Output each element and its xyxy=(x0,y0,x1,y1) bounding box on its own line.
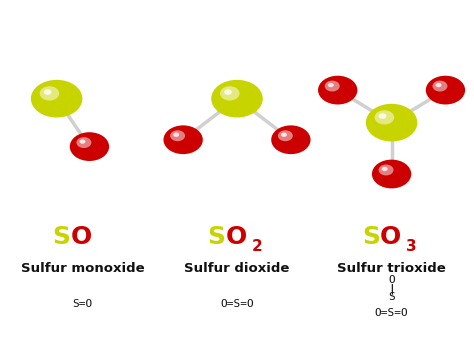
Text: Sulfur monoxide: Sulfur monoxide xyxy=(20,262,144,275)
Circle shape xyxy=(372,160,411,188)
Circle shape xyxy=(374,110,394,125)
Text: 2: 2 xyxy=(251,239,262,254)
Text: S: S xyxy=(207,225,225,249)
Circle shape xyxy=(44,89,52,95)
Circle shape xyxy=(382,167,388,171)
Circle shape xyxy=(318,76,357,104)
Circle shape xyxy=(40,86,59,101)
Circle shape xyxy=(281,133,287,137)
Circle shape xyxy=(80,140,85,144)
Text: S: S xyxy=(53,225,71,249)
Text: Sulfur dioxide: Sulfur dioxide xyxy=(184,262,290,275)
Text: O: O xyxy=(225,225,246,249)
Circle shape xyxy=(436,83,441,87)
Circle shape xyxy=(170,130,185,141)
Circle shape xyxy=(432,81,447,92)
Text: |: | xyxy=(388,284,395,294)
Text: O=S=O: O=S=O xyxy=(220,299,254,309)
Text: S: S xyxy=(388,292,395,302)
Circle shape xyxy=(220,86,239,101)
Text: S=O: S=O xyxy=(73,299,92,309)
Circle shape xyxy=(224,89,232,95)
Text: O: O xyxy=(71,225,92,249)
Circle shape xyxy=(325,81,340,92)
Circle shape xyxy=(426,76,465,104)
Circle shape xyxy=(76,137,91,148)
Circle shape xyxy=(31,80,82,118)
Text: O=S=O: O=S=O xyxy=(375,308,409,318)
Circle shape xyxy=(271,125,310,154)
Text: 3: 3 xyxy=(406,239,417,254)
Text: O: O xyxy=(380,225,401,249)
Circle shape xyxy=(379,113,386,119)
Circle shape xyxy=(164,125,203,154)
Text: S: S xyxy=(362,225,380,249)
Circle shape xyxy=(379,165,393,175)
Circle shape xyxy=(211,80,263,118)
Text: |: | xyxy=(388,284,395,294)
Text: O: O xyxy=(388,275,395,285)
Circle shape xyxy=(70,132,109,161)
Circle shape xyxy=(173,133,179,137)
Circle shape xyxy=(366,104,417,142)
Text: Sulfur trioxide: Sulfur trioxide xyxy=(337,262,446,275)
Circle shape xyxy=(278,130,293,141)
Circle shape xyxy=(328,83,334,87)
